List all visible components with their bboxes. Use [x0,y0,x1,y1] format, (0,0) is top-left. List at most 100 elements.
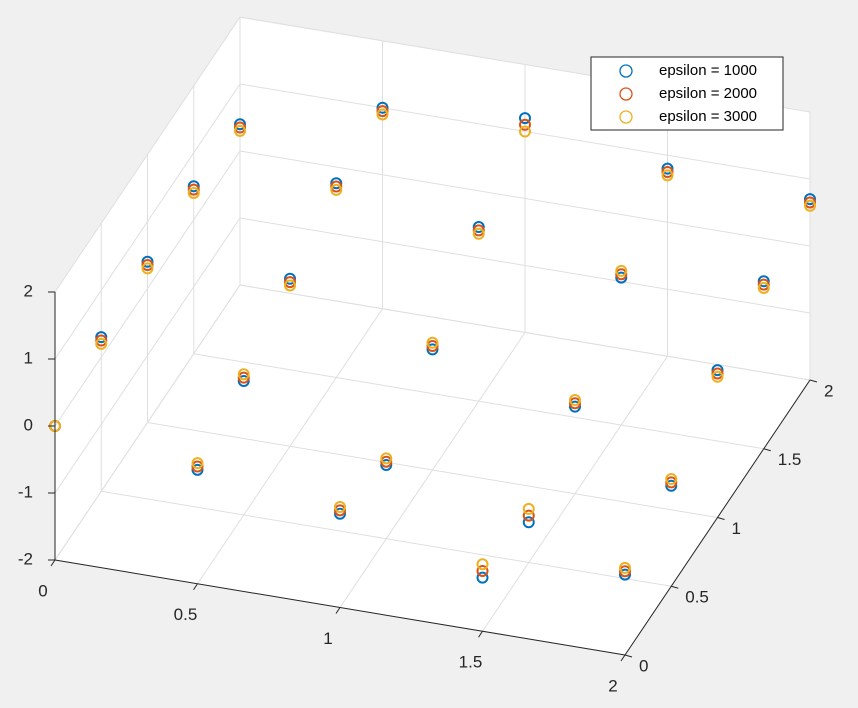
point [472,221,485,234]
legend-marker [619,87,633,101]
grid-line [239,284,811,381]
legend-marker [619,110,633,124]
axes: 0 0.5 1 1.5 2 0 0.5 1 1.5 2 -2 -1 0 1 2 [18,281,834,695]
grid-line [54,83,241,360]
point [522,516,535,529]
legend-marker [619,64,633,78]
point [284,279,296,292]
point [426,343,439,356]
point [376,105,389,118]
point [476,558,489,571]
axes-background [55,18,810,655]
point [234,124,246,137]
point [804,196,816,209]
point [426,336,439,349]
point [804,193,816,206]
point [711,370,724,383]
point [380,455,393,468]
point [472,227,485,240]
point [141,255,154,268]
x-tick-label: 0 [38,581,47,600]
point [619,561,631,574]
point [619,568,631,581]
point [141,262,154,275]
point [804,199,816,212]
grid-line [147,422,718,518]
point [661,169,674,182]
grid-line [239,83,811,180]
grid-line [101,490,672,587]
point [519,112,531,125]
point [334,504,346,517]
point [615,264,628,277]
x-tick [335,607,341,614]
point [380,452,393,465]
grid-line [54,150,241,427]
point [711,367,724,380]
y-tick-label: 0.5 [685,588,709,607]
point [569,400,581,413]
legend-label: epsilon = 3000 [659,108,757,125]
point [284,272,296,285]
point [661,166,674,178]
legend: epsilon = 1000 epsilon = 2000 epsilon = 30… [590,56,784,131]
point [187,180,200,193]
point [191,460,204,473]
point [237,368,250,381]
z-tick-label: 0 [24,415,33,434]
point [237,375,250,387]
grid-line [239,217,811,314]
point [95,331,108,344]
z-tick-label: 2 [24,281,33,300]
point [380,459,393,472]
y-tick [624,654,633,658]
y-tick [763,448,771,452]
points [49,101,816,584]
point [519,118,531,131]
point [426,340,439,353]
point [187,186,200,199]
y-tick [717,517,725,520]
point [191,463,204,476]
point [191,457,204,470]
grid-line [193,353,764,450]
legend-label: epsilon = 1000 [659,62,757,79]
point [619,565,631,578]
z-tick-label: -2 [18,549,33,568]
grid-line [54,284,241,561]
point [665,473,678,486]
z-tick-label: 1 [24,348,33,367]
x-tick [478,630,483,638]
point [234,118,246,131]
legend-box [590,56,784,131]
point [141,259,154,272]
point [522,502,535,515]
point [334,507,346,520]
point [472,224,485,237]
y-tick-label: 0 [639,656,648,675]
x-tick-label: 2 [608,676,617,695]
point [330,180,343,193]
y-tick [671,585,679,589]
point [187,183,200,196]
point [330,177,343,190]
point [711,364,724,377]
point [330,183,343,196]
point [519,125,531,138]
grid-line [54,217,241,494]
x-tick [50,559,56,567]
x-tick [620,654,626,662]
point [615,268,628,281]
point [615,271,628,284]
x-tick-label: 1.5 [459,653,483,672]
z-tick-label: -1 [18,482,33,501]
point [569,393,581,406]
point [95,337,108,350]
point [284,276,296,289]
legend-label: epsilon = 2000 [659,85,757,102]
point [665,479,678,492]
point [757,275,770,288]
point [476,564,489,577]
point [476,571,489,584]
